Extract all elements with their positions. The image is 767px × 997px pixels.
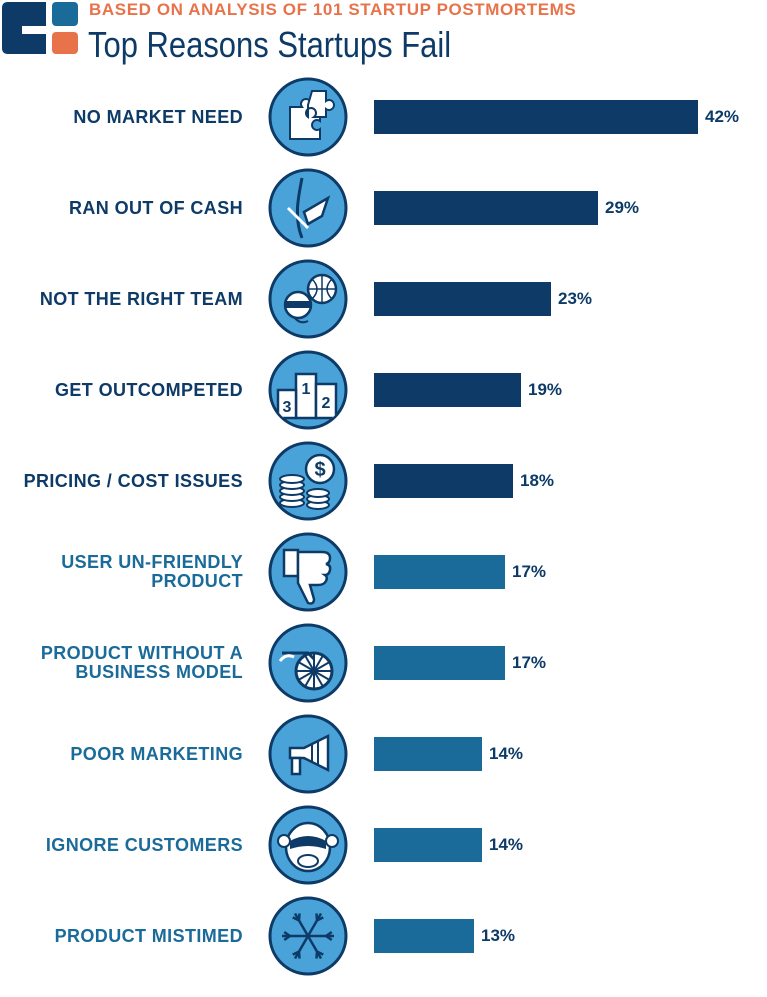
value-label: 14% [489,835,524,854]
category-label: RAN OUT OF CASH [0,197,243,218]
category-label: PRODUCT MISTIMED [0,925,243,946]
wagon-wheel-icon [268,623,348,703]
bar [374,919,474,953]
svg-text:2: 2 [322,395,331,412]
value-label: 13% [481,926,516,945]
category-label-line: PRODUCT MISTIMED [54,925,243,946]
category-label-line: POOR MARKETING [70,743,243,764]
category-label-line: USER UN-FRIENDLY [61,552,243,572]
category-label-line: NOT THE RIGHT TEAM [39,288,243,309]
category-label: NO MARKET NEED [0,106,243,127]
snowflake-icon [268,896,348,976]
value-label: 17% [512,562,547,581]
bar [374,282,551,316]
category-label-line: GET OUTCOMPETED [54,379,243,400]
category-label: USER UN-FRIENDLY PRODUCT [0,553,243,591]
value-label: 18% [520,471,555,490]
bar [374,464,513,498]
bar [374,737,482,771]
category-label: PRICING / COST ISSUES [0,470,243,491]
podium-icon: 1 2 3 [268,350,348,430]
thumbs-down-icon [268,532,348,612]
value-label: 14% [489,744,524,763]
category-label-line: IGNORE CUSTOMERS [45,834,243,855]
chart-subtitle: BASED ON ANALYSIS OF 101 STARTUP POSTMOR… [89,0,577,19]
puzzle-icon [268,77,348,157]
svg-text:3: 3 [283,399,292,416]
category-label: PRODUCT WITHOUT A BUSINESS MODEL [0,644,243,682]
bar [374,100,698,134]
svg-text:1: 1 [302,381,311,398]
category-label-line: BUSINESS MODEL [75,662,243,682]
category-label-line: NO MARKET NEED [73,106,243,127]
category-label-line: RAN OUT OF CASH [69,197,243,218]
category-label-line: PRODUCT [151,571,243,591]
value-label: 29% [605,198,640,217]
category-label: IGNORE CUSTOMERS [0,834,243,855]
svg-text:$: $ [314,459,325,481]
bar [374,828,482,862]
value-label: 42% [705,107,740,126]
value-label: 17% [512,653,547,672]
see-no-evil-monkey-icon [268,805,348,885]
bar [374,555,505,589]
chart-title: Top Reasons Startups Fail [88,24,452,65]
megaphone-icon [268,714,348,794]
category-label-line: PRODUCT WITHOUT A [40,643,243,663]
category-label-line: PRICING / COST ISSUES [23,470,243,491]
brand-logo-icon [0,0,80,56]
team-headset-icon [268,259,348,339]
bar [374,191,598,225]
category-label: GET OUTCOMPETED [0,379,243,400]
bar [374,646,505,680]
category-label: NOT THE RIGHT TEAM [0,288,243,309]
bar [374,373,521,407]
category-label: POOR MARKETING [0,743,243,764]
value-label: 19% [528,380,563,399]
empty-pocket-icon [268,168,348,248]
value-label: 23% [558,289,593,308]
coins-icon: $ [268,441,348,521]
